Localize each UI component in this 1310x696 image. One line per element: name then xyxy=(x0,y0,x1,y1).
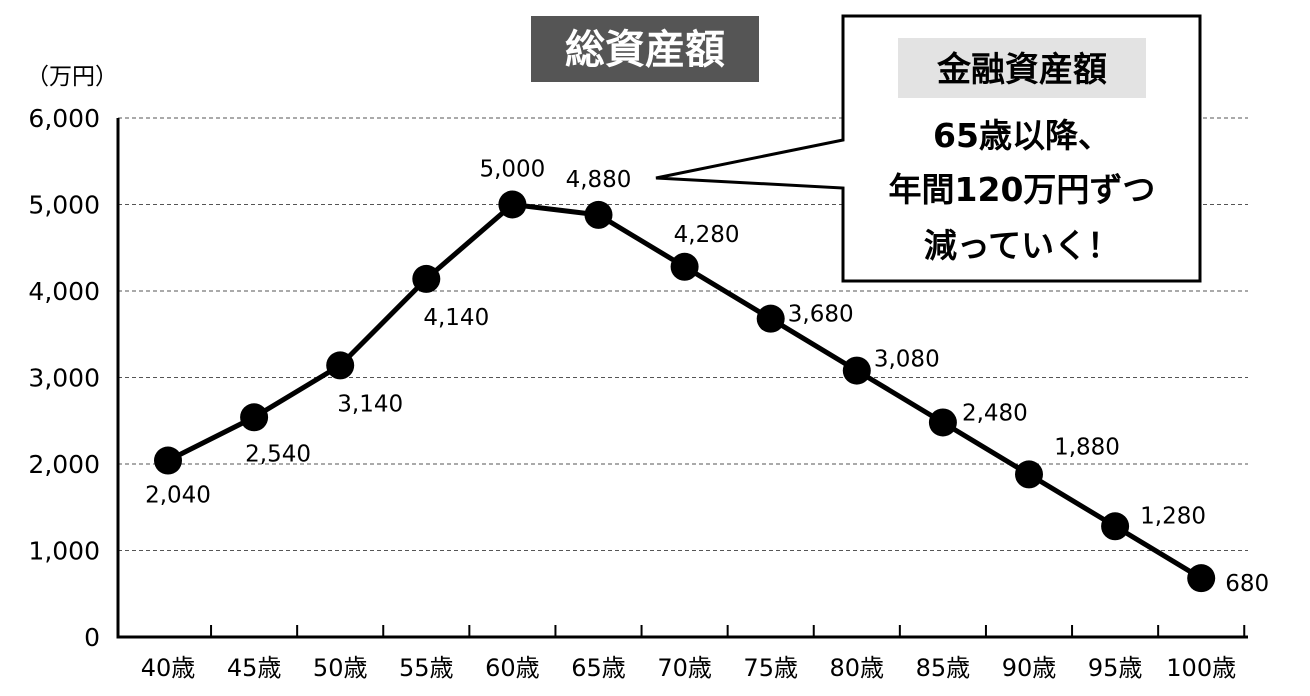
data-label: 2,540 xyxy=(245,441,311,467)
data-point xyxy=(154,446,182,475)
x-tick-label: 50歳 xyxy=(313,654,368,682)
data-point xyxy=(756,304,785,333)
data-point xyxy=(498,190,527,219)
x-tick-label: 100歳 xyxy=(1166,654,1236,682)
axes xyxy=(116,118,1248,639)
data-point xyxy=(670,252,699,281)
data-label: 4,880 xyxy=(566,167,632,193)
callout-heading: 金融資産額 xyxy=(936,50,1107,90)
y-tick-label: 6,000 xyxy=(28,104,100,133)
x-tick-label: 70歳 xyxy=(657,654,712,682)
data-point xyxy=(1101,512,1130,541)
x-tick-label: 60歳 xyxy=(485,654,540,682)
data-labels: 2,040 2,540 3,140 4,140 5,000 4,880 4,280 3,680… xyxy=(145,157,1269,598)
x-tick-label: 80歳 xyxy=(830,654,885,682)
data-label: 5,000 xyxy=(479,157,545,183)
data-label: 3,680 xyxy=(788,302,854,328)
x-tick-label: 55歳 xyxy=(399,654,454,682)
y-tick-labels: 0 1,000 2,000 3,000 4,000 5,000 6,000 xyxy=(28,104,100,652)
data-label: 3,140 xyxy=(337,391,403,417)
chart-title-background xyxy=(531,16,759,82)
data-label: 2,040 xyxy=(145,483,211,509)
x-tick-label: 75歳 xyxy=(743,654,798,682)
series-total-assets xyxy=(154,190,1216,593)
callout-line-3: 減っていく！ xyxy=(924,226,1120,265)
x-tick-labels: 40歳 45歳 50歳 55歳 60歳 65歳 70歳 75歳 80歳 85歳 90歳 95歳 100歳 xyxy=(141,654,1236,682)
data-point xyxy=(240,403,269,432)
data-point xyxy=(928,408,957,437)
y-tick-label: 1,000 xyxy=(28,537,100,566)
data-point xyxy=(1015,460,1043,489)
data-point xyxy=(412,264,441,293)
y-tick-label: 3,000 xyxy=(28,364,100,393)
data-label: 4,140 xyxy=(423,305,489,331)
y-axis-unit-label: （万円） xyxy=(26,64,118,90)
data-point xyxy=(326,351,355,380)
chart-title: 総資産額 xyxy=(565,27,725,73)
y-tick-label: 0 xyxy=(84,623,100,652)
data-point xyxy=(584,200,613,229)
x-tick-label: 90歳 xyxy=(1002,654,1057,682)
data-label: 1,880 xyxy=(1054,434,1120,460)
x-tick-label: 40歳 xyxy=(141,654,196,682)
callout-line-1: 65歳以降、 xyxy=(933,116,1111,155)
y-tick-label: 2,000 xyxy=(28,450,100,479)
data-label: 4,280 xyxy=(674,222,740,248)
data-point xyxy=(842,356,871,385)
x-tick-label: 95歳 xyxy=(1088,654,1143,682)
data-label: 680 xyxy=(1225,571,1269,597)
data-label: 3,080 xyxy=(874,347,940,373)
callout: 金融資産額 65歳以降、 年間120万円ずつ 減っていく！ xyxy=(655,14,1202,283)
y-tick-label: 5,000 xyxy=(28,191,100,220)
callout-heading-background xyxy=(898,38,1146,98)
y-tick-label: 4,000 xyxy=(28,277,100,306)
x-tick-label: 45歳 xyxy=(227,654,282,682)
data-label: 2,480 xyxy=(962,400,1028,426)
data-label: 1,280 xyxy=(1140,503,1206,529)
x-tick-label: 85歳 xyxy=(916,654,971,682)
x-tick-label: 65歳 xyxy=(571,654,626,682)
callout-line-2: 年間120万円ずつ xyxy=(889,170,1156,209)
data-point xyxy=(1187,564,1216,593)
